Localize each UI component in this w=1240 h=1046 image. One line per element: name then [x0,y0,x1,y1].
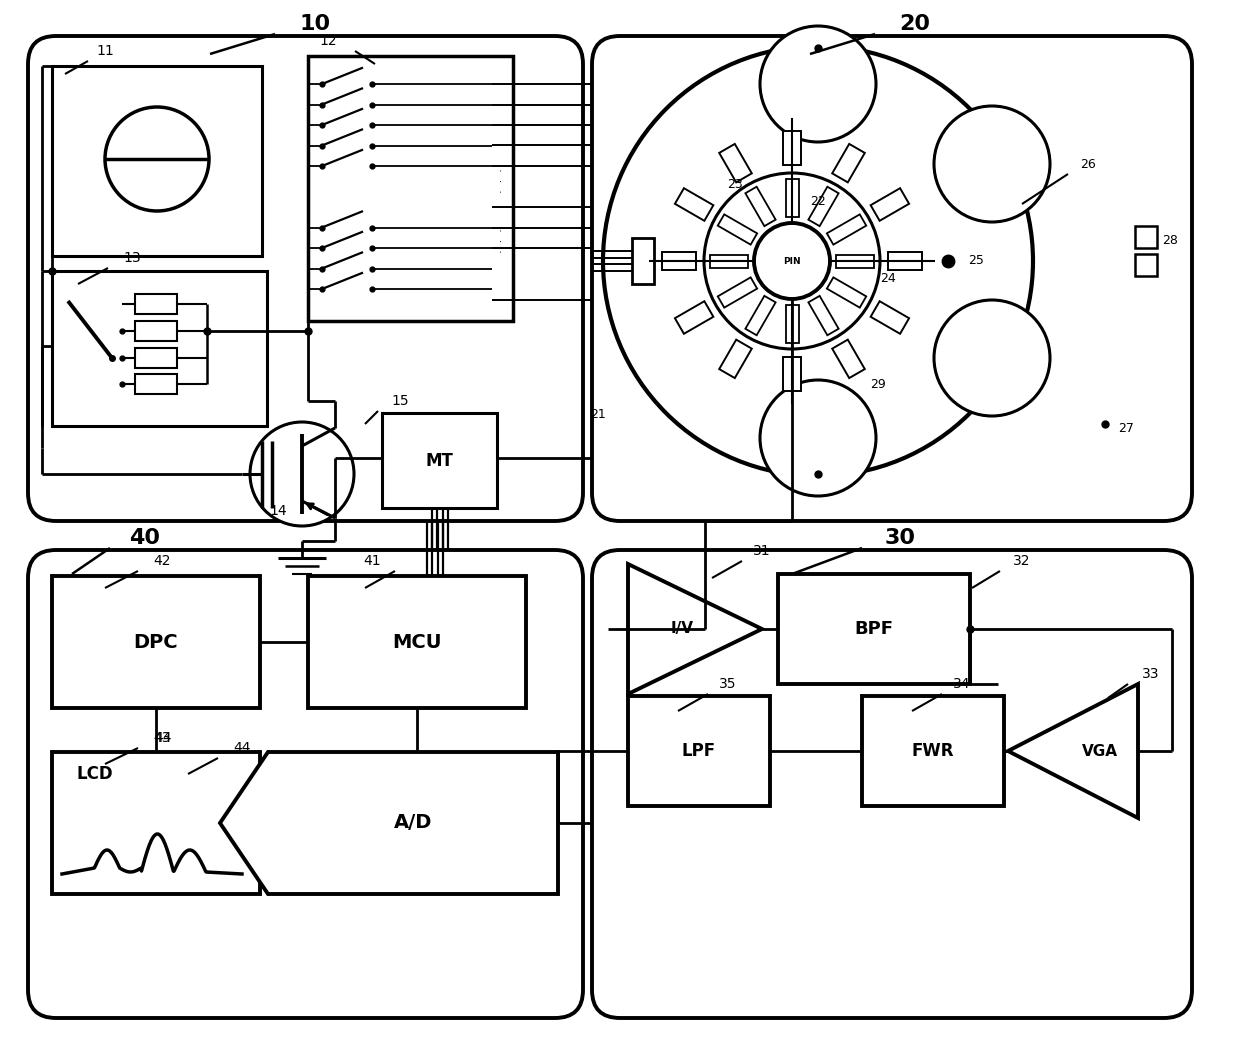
Circle shape [760,380,875,496]
Bar [135,321,177,341]
Bar [52,271,267,426]
Text: 43: 43 [154,731,171,745]
Text: 20: 20 [899,14,930,35]
Text: I/V: I/V [671,621,693,637]
Text: 44: 44 [233,741,250,755]
Bar [135,374,177,394]
Polygon shape [808,296,838,336]
Polygon shape [870,301,909,334]
Circle shape [934,106,1050,222]
Text: LPF: LPF [682,742,715,760]
Polygon shape [719,340,751,378]
Polygon shape [711,254,748,268]
Polygon shape [782,131,801,165]
FancyBboxPatch shape [29,36,583,521]
Text: 10: 10 [299,14,331,35]
Bar [382,413,497,508]
Text: 35: 35 [719,677,737,691]
Text: 15: 15 [391,394,409,408]
Polygon shape [662,252,696,270]
Text: 25: 25 [968,254,983,268]
Text: 41: 41 [363,554,381,568]
Circle shape [754,223,830,299]
Text: 26: 26 [1080,158,1096,170]
Polygon shape [785,305,799,343]
Polygon shape [719,144,751,182]
Circle shape [105,107,210,211]
Text: BPF: BPF [854,620,894,638]
Polygon shape [219,752,558,894]
Polygon shape [832,340,864,378]
Text: 28: 28 [1162,234,1178,248]
Bar [52,576,260,708]
Text: A/D: A/D [394,814,433,833]
Text: 22: 22 [810,195,826,207]
Bar [777,574,970,684]
Circle shape [760,26,875,142]
Polygon shape [627,564,763,693]
Text: 13: 13 [123,251,141,265]
Polygon shape [718,277,758,308]
Text: LCD: LCD [77,765,113,783]
Circle shape [603,46,1033,476]
Text: 34: 34 [954,677,971,691]
Text: ·  ·  ·: · · · [497,229,507,253]
Text: VGA: VGA [1083,744,1118,758]
Polygon shape [836,254,874,268]
Text: 12: 12 [319,35,337,48]
Text: 32: 32 [1013,554,1030,568]
Circle shape [704,173,880,349]
Text: 42: 42 [154,554,171,568]
Bar [135,348,177,368]
Polygon shape [1008,684,1138,818]
FancyBboxPatch shape [591,550,1192,1018]
Polygon shape [827,214,867,245]
Polygon shape [827,277,867,308]
Polygon shape [888,252,923,270]
Text: 33: 33 [1142,667,1159,681]
Text: FWR: FWR [911,742,955,760]
Text: 40: 40 [129,528,160,548]
Bar [632,238,653,285]
Bar [52,752,260,894]
Text: MCU: MCU [392,633,441,652]
Circle shape [934,300,1050,416]
Text: DPC: DPC [134,633,179,652]
Text: MT: MT [425,452,454,470]
Polygon shape [808,187,838,226]
Bar [135,294,177,314]
Text: PIN: PIN [784,256,801,266]
Bar [1135,254,1157,276]
Polygon shape [675,301,713,334]
Polygon shape [785,179,799,217]
Text: 44: 44 [155,731,172,745]
Bar [52,66,262,256]
Text: 31: 31 [753,544,771,558]
Polygon shape [745,296,776,336]
Bar [308,56,513,321]
Polygon shape [870,188,909,221]
Bar [1135,226,1157,248]
Bar [627,696,770,806]
Polygon shape [675,188,713,221]
Text: 11: 11 [97,44,114,58]
Text: 23: 23 [727,178,743,190]
Text: 27: 27 [1118,422,1133,434]
Polygon shape [782,357,801,391]
Text: 21: 21 [590,408,606,420]
FancyBboxPatch shape [29,550,583,1018]
Text: ·  ·  ·: · · · [497,168,507,194]
Text: 14: 14 [269,504,286,518]
Bar [862,696,1004,806]
Text: 29: 29 [870,378,885,390]
Polygon shape [745,187,776,226]
Polygon shape [832,144,864,182]
FancyBboxPatch shape [591,36,1192,521]
Circle shape [250,422,353,526]
Polygon shape [718,214,758,245]
Bar [308,576,526,708]
Text: 30: 30 [884,528,915,548]
Text: 24: 24 [880,272,895,285]
